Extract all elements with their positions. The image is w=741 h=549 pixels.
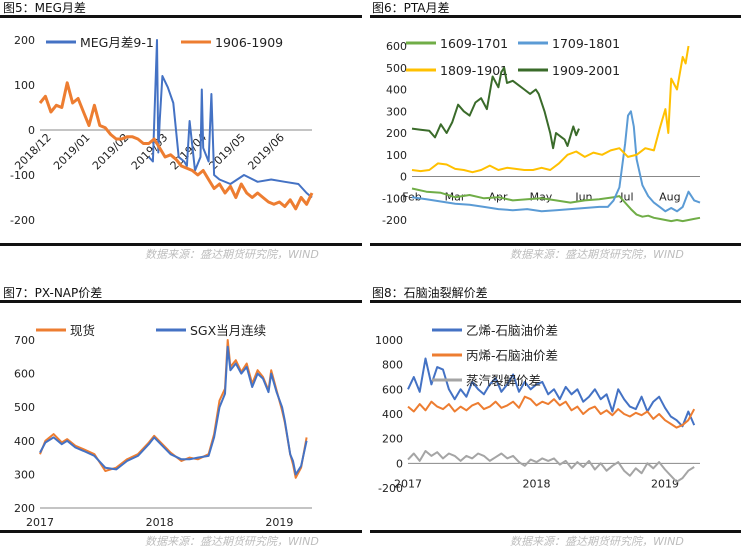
legend-label: 1909-2001 [552, 63, 620, 78]
px-nap-chart: 200 300 400 500 600 700 2017 2018 2019 现货 SGX当月连续 [14, 323, 312, 529]
series-line-4 [411, 66, 580, 150]
x-tick-label: 2018 [146, 516, 174, 529]
legend-label: 1906-1909 [215, 35, 283, 50]
naphtha-crack-chart: -200 0 200 400 600 800 1000 2017 2018 2019 乙烯-石脑油价… [375, 323, 700, 495]
x-tick-label: Aug [659, 191, 680, 204]
legend-label: MEG月差9-1 [80, 35, 154, 50]
y-tick-label: 200 [14, 34, 35, 47]
x-tick-label: 2019 [651, 477, 679, 490]
x-tick-label: 2018/12 [12, 131, 54, 173]
x-tick-label: 2019/06 [245, 131, 287, 173]
y-tick-label: -200 [382, 214, 407, 227]
divider-top-left [0, 15, 362, 18]
y-tick-label: 1000 [375, 334, 403, 347]
legend-label: 现货 [70, 323, 95, 338]
y-tick-label: 400 [382, 408, 403, 421]
series-line-2 [411, 110, 701, 213]
x-tick-label: 2019/01 [51, 131, 93, 173]
y-tick-label: 300 [14, 468, 35, 481]
y-tick-label: 300 [386, 105, 407, 118]
divider-bottom-right [370, 530, 741, 533]
legend-label: SGX当月连续 [190, 323, 266, 338]
panel-header-3: 图7：PX-NAP价差 [3, 286, 103, 300]
y-tick-label: 200 [382, 433, 403, 446]
legend-label: 蒸汽裂解价差 [466, 373, 541, 388]
legend-label: 1809-1901 [440, 63, 508, 78]
x-tick-label: 2018 [522, 477, 550, 490]
y-tick-label: 0 [28, 124, 35, 137]
divider-bottom-left [0, 530, 362, 533]
meg-spread-chart: -200-10001002002018/122019/012019/022019… [10, 34, 314, 227]
y-tick-label: 200 [14, 502, 35, 515]
x-tick-label: Feb [402, 191, 421, 204]
y-tick-label: -100 [382, 192, 407, 205]
legend-label: 1709-1801 [552, 36, 620, 51]
series-line-1 [411, 187, 701, 223]
divider-top-right [370, 15, 741, 18]
y-tick-label: -100 [10, 169, 35, 182]
x-tick-label: 2017 [26, 516, 54, 529]
y-tick-label: 800 [382, 359, 403, 372]
panel-header-2: 图6：PTA月差 [372, 1, 450, 15]
source-note-2: 数据来源：盛达期货研究院，WIND [510, 248, 684, 261]
x-tick-label: 2019 [265, 516, 293, 529]
y-tick-label: 0 [400, 171, 407, 184]
y-tick-label: 100 [386, 149, 407, 162]
divider-mid-left-a [0, 243, 362, 246]
y-tick-label: -200 [10, 214, 35, 227]
y-tick-label: 500 [14, 401, 35, 414]
source-note-4: 数据来源：盛达期货研究院，WIND [510, 535, 684, 548]
series-line-2 [407, 395, 696, 429]
y-tick-label: 600 [382, 383, 403, 396]
y-tick-label: -200 [378, 482, 403, 495]
series-line-1 [407, 357, 696, 428]
panel-header-1: 图5：MEG月差 [3, 1, 86, 15]
panel-header-4: 图8：石脑油裂解价差 [372, 286, 488, 300]
divider-mid-right-b [370, 300, 741, 303]
legend-label: 丙烯-石脑油价差 [466, 348, 558, 363]
divider-mid-left-b [0, 300, 362, 303]
series-line-3 [411, 45, 690, 174]
series-line-2 [39, 345, 308, 476]
series-line-2 [38, 81, 314, 211]
legend-label: 乙烯-石脑油价差 [466, 323, 558, 338]
y-tick-label: 500 [386, 62, 407, 75]
y-tick-label: 600 [14, 368, 35, 381]
y-tick-label: 700 [14, 334, 35, 347]
divider-mid-right-a [370, 243, 741, 246]
x-tick-label: May [530, 191, 553, 204]
y-tick-label: 0 [396, 457, 403, 470]
y-tick-label: 200 [386, 127, 407, 140]
source-note-1: 数据来源：盛达期货研究院，WIND [145, 248, 319, 261]
y-tick-label: 100 [14, 79, 35, 92]
x-tick-label: 2017 [394, 477, 422, 490]
source-note-3: 数据来源：盛达期货研究院，WIND [145, 535, 319, 548]
y-tick-label: 600 [386, 40, 407, 53]
series-line-1 [148, 39, 313, 199]
series-line-3 [407, 450, 695, 483]
y-tick-label: 400 [14, 435, 35, 448]
series-line-1 [39, 339, 308, 479]
y-tick-label: 400 [386, 84, 407, 97]
legend-label: 1609-1701 [440, 36, 508, 51]
